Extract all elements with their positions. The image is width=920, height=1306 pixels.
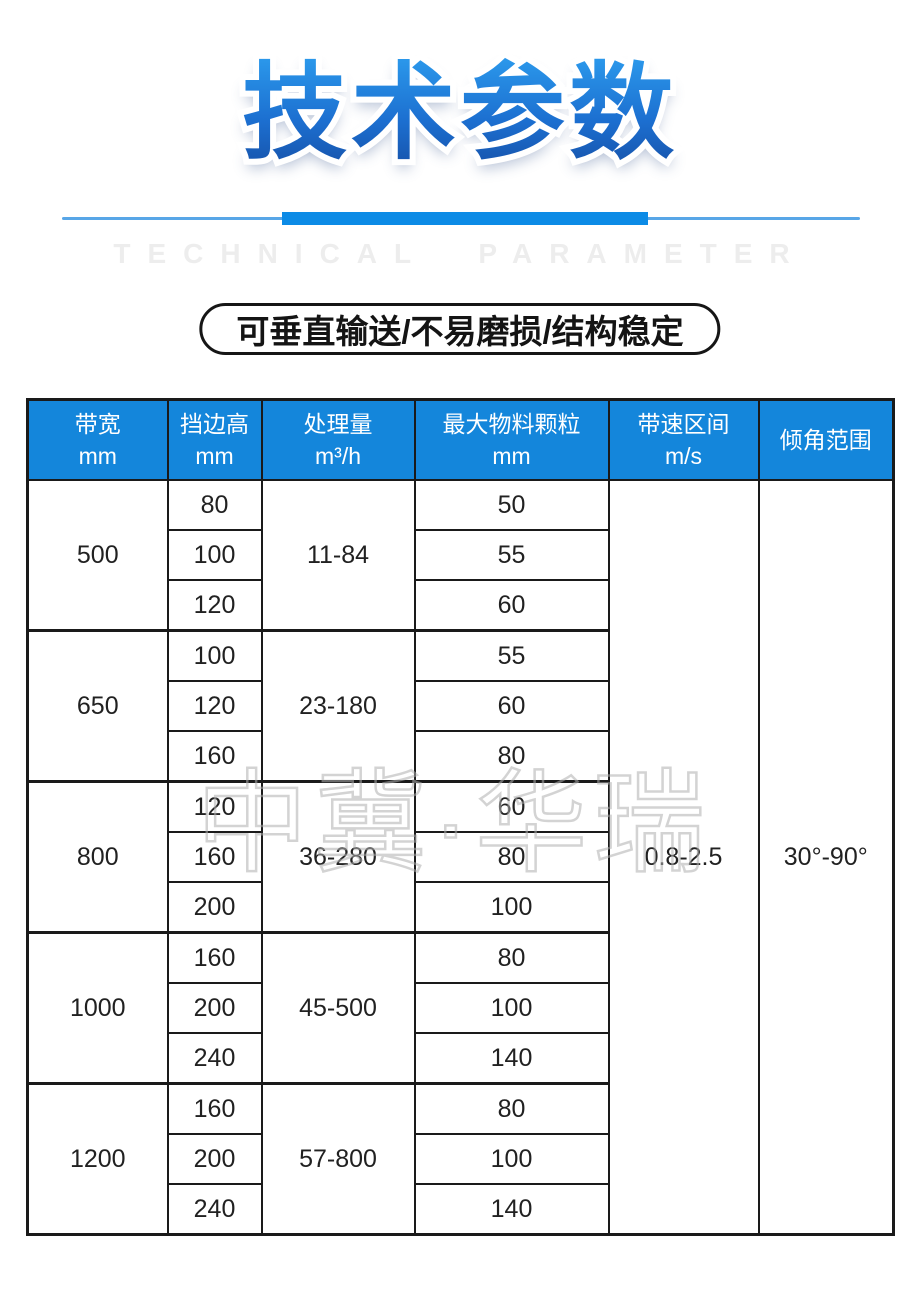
cell-particle: 140 [413, 1183, 610, 1236]
table-header-row: 带宽 mm 挡边高 mm 处理量 m³/h 最大物料颗粒 mm 带速区间 m/s 倾角范围 [26, 398, 895, 481]
header-capacity: 处理量 m³/h [260, 398, 416, 481]
table-row: 200 100 [28, 982, 894, 1034]
header-edge-height-label: 挡边高 [180, 410, 249, 437]
header-capacity-label: 处理量 [303, 410, 373, 437]
table-row: 800 120 36-280 60 [26, 780, 894, 934]
page-title: 技术参数 技术参数 [0, 44, 920, 204]
header-band-width-label: 带宽 [74, 410, 121, 437]
cell-particle: 80 [413, 730, 610, 783]
cell-band-width: 800 [26, 780, 169, 934]
header-speed-range-label: 带速区间 [637, 410, 730, 437]
cell-angle-range: 30°-90° [757, 479, 895, 1236]
cell-particle: 100 [413, 881, 610, 934]
cell-band-width: 500 [26, 479, 169, 632]
cell-particle: 100 [413, 982, 610, 1034]
page-title-outline: 技术参数 [0, 44, 920, 184]
header-band-width-unit: mm [78, 443, 117, 469]
table-row: 1000 160 45-500 80 [26, 931, 894, 1085]
cell-edge-height: 100 [166, 629, 263, 682]
cell-capacity: 45-500 [260, 931, 416, 1085]
cell-band-width: 1000 [26, 931, 169, 1085]
cell-particle: 50 [413, 479, 610, 531]
table-row: 120 60 [28, 579, 894, 632]
header-angle-range-label: 倾角范围 [779, 426, 872, 453]
header-edge-height: 挡边高 mm [166, 398, 263, 481]
table-row: 1200 160 57-800 80 [26, 1082, 894, 1236]
cell-capacity: 36-280 [260, 780, 416, 934]
cell-edge-height: 120 [166, 780, 263, 833]
cell-edge-height: 160 [166, 931, 263, 984]
cell-particle: 80 [413, 1082, 610, 1135]
table-row: 240 140 [28, 1032, 894, 1085]
cell-edge-height: 240 [166, 1183, 263, 1236]
header-max-particle-unit: mm [492, 443, 531, 469]
cell-edge-height: 120 [166, 680, 263, 732]
feature-badge: 可垂直输送/不易磨损/结构稳定 [199, 303, 721, 355]
table-row: 100 55 [28, 529, 894, 581]
cell-particle: 80 [413, 831, 610, 883]
cell-edge-height: 120 [166, 579, 263, 632]
cell-particle: 60 [413, 680, 610, 732]
cell-capacity: 11-84 [260, 479, 416, 632]
cell-particle: 140 [413, 1032, 610, 1085]
table-row: 160 80 [28, 730, 894, 783]
cell-particle: 100 [413, 1133, 610, 1185]
cell-edge-height: 200 [166, 982, 263, 1034]
spec-table: 带宽 mm 挡边高 mm 处理量 m³/h 最大物料颗粒 mm 带速区间 m/s 倾角范围… [26, 398, 895, 1236]
cell-edge-height: 160 [166, 1082, 263, 1135]
table-row: 500 80 11-84 50 0.8-2.5 30°-90° [26, 479, 895, 1236]
cell-band-width: 650 [26, 629, 169, 783]
table-row: 160 80 [28, 831, 894, 883]
title-underline-accent [282, 212, 648, 225]
cell-particle: 60 [413, 579, 610, 632]
cell-particle: 55 [413, 529, 610, 581]
table-row: 650 100 23-180 55 [26, 629, 894, 783]
cell-particle: 80 [413, 931, 610, 984]
cell-band-width: 1200 [26, 1082, 169, 1236]
header-max-particle: 最大物料颗粒 mm [413, 398, 610, 481]
table-row: 120 60 [28, 680, 894, 732]
cell-capacity: 23-180 [260, 629, 416, 783]
page-title-text: 技术参数 [0, 44, 920, 184]
table-row: 240 140 [28, 1183, 894, 1236]
cell-edge-height: 160 [166, 831, 263, 883]
header-speed-range-unit: m/s [664, 443, 703, 469]
cell-edge-height: 200 [166, 881, 263, 934]
header-edge-height-unit: mm [195, 443, 234, 469]
cell-particle: 55 [413, 629, 610, 682]
table-row: 200 100 [28, 881, 894, 934]
header-capacity-unit: m³/h [315, 443, 361, 469]
header-band-width: 带宽 mm [26, 398, 169, 481]
header-speed-range: 带速区间 m/s [607, 398, 760, 481]
cell-capacity: 57-800 [260, 1082, 416, 1236]
cell-edge-height: 200 [166, 1133, 263, 1185]
cell-edge-height: 240 [166, 1032, 263, 1085]
cell-particle: 60 [413, 780, 610, 833]
cell-edge-height: 80 [166, 479, 263, 531]
table-row: 200 100 [28, 1133, 894, 1185]
header-max-particle-label: 最大物料颗粒 [442, 410, 581, 437]
header-angle-range: 倾角范围 [757, 398, 895, 481]
cell-speed-range: 0.8-2.5 [607, 479, 760, 1236]
cell-edge-height: 160 [166, 730, 263, 783]
subtitle-english: TECHNICAL PARAMETER [113, 238, 807, 269]
cell-edge-height: 100 [166, 529, 263, 581]
